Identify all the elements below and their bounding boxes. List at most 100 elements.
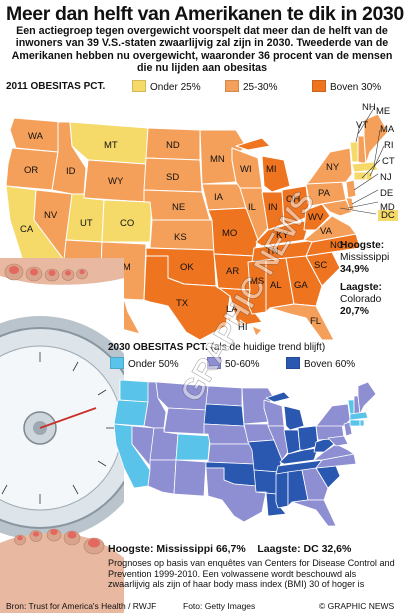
legend-2011-high: Boven 30% bbox=[312, 80, 381, 94]
label-ma: MA bbox=[380, 124, 395, 135]
label-nj: NJ bbox=[380, 172, 392, 183]
stat-2011-highest-value: 34,9% bbox=[340, 264, 369, 275]
state2-ks bbox=[207, 443, 255, 465]
nj-leader-line bbox=[353, 173, 379, 191]
label-vt: VT bbox=[356, 120, 369, 131]
legend-label: Boven 30% bbox=[330, 82, 382, 93]
label-me: ME bbox=[376, 106, 391, 117]
state2-il bbox=[267, 425, 289, 461]
label-tn: TN bbox=[266, 246, 279, 257]
label-ok: OK bbox=[180, 262, 194, 273]
label-nd: ND bbox=[166, 140, 180, 151]
label-de: DE bbox=[380, 188, 394, 199]
legend-swatch bbox=[132, 80, 146, 92]
label-va: VA bbox=[320, 226, 332, 237]
map-2011-shapes bbox=[5, 107, 389, 340]
state-il bbox=[239, 187, 269, 241]
label-ar: AR bbox=[226, 266, 240, 277]
state-md bbox=[321, 199, 353, 217]
md-leader-line bbox=[347, 201, 379, 209]
stat-2030: Hoogste: Mississippi 66,7% Laagste: DC 3… bbox=[108, 543, 351, 555]
label-in: IN bbox=[268, 202, 278, 213]
stat-2011-lowest-label: Laagste: bbox=[340, 282, 382, 293]
intro-text: Een actiegroep tegen overgewicht voorspe… bbox=[11, 25, 393, 75]
label-id: ID bbox=[66, 166, 76, 177]
label-dc: DC bbox=[378, 210, 398, 221]
label-or: OR bbox=[24, 165, 39, 176]
legend-swatch bbox=[207, 357, 221, 369]
state2-co bbox=[175, 433, 211, 461]
state-ri bbox=[365, 171, 373, 181]
label-tx: TX bbox=[176, 298, 189, 309]
label-al: AL bbox=[270, 280, 282, 291]
page-title: Meer dan helft van Amerikanen te dik in … bbox=[6, 3, 404, 25]
stat-2011-lowest-value: 20,7% bbox=[340, 306, 369, 317]
legend-label: Onder 25% bbox=[150, 82, 201, 93]
state2-oh bbox=[297, 425, 319, 451]
label-ne: NE bbox=[172, 202, 186, 213]
legend-swatch bbox=[312, 80, 326, 92]
map-2030 bbox=[113, 379, 377, 527]
map-2011: WA OR CA NV ID MT WY UT AZ CO NM ND SD N… bbox=[0, 90, 404, 340]
legend-2030-high: Boven 60% bbox=[286, 357, 355, 370]
legend-label: Onder 50% bbox=[128, 359, 179, 370]
state-mi bbox=[235, 137, 291, 193]
label-ut: UT bbox=[80, 218, 93, 229]
stat-2030-lowest-value: DC 32,6% bbox=[303, 543, 352, 555]
stat-2011-highest-label: Hoogste: bbox=[340, 240, 385, 251]
ct-leader-line bbox=[361, 159, 381, 179]
state2-mi bbox=[265, 391, 305, 431]
legend-label: 25-30% bbox=[243, 82, 278, 93]
stat-2030-highest-label: Hoogste: bbox=[108, 543, 154, 555]
label-oh: OH bbox=[286, 194, 301, 205]
state2-sd bbox=[203, 403, 245, 427]
ri-leader-line bbox=[369, 145, 385, 177]
label-ia: IA bbox=[214, 192, 223, 203]
stat-2011-highest-state: Mississippi bbox=[340, 252, 390, 263]
legend-label: Boven 60% bbox=[304, 359, 356, 370]
state2-fl bbox=[291, 499, 337, 527]
map-2030-label-bold: 2030 OBESITAS PCT. bbox=[108, 342, 208, 353]
vt-leader-line bbox=[355, 123, 361, 143]
state2-ny bbox=[315, 403, 351, 427]
label-fl: FL bbox=[310, 316, 322, 327]
label-ca: CA bbox=[20, 224, 34, 235]
label-wa: WA bbox=[28, 131, 43, 142]
state2-or bbox=[113, 399, 149, 427]
label-mo: MO bbox=[222, 228, 238, 239]
legend-2011-mid: 25-30% bbox=[225, 80, 277, 94]
state-hi bbox=[225, 315, 263, 337]
agency-credit: © GRAPHIC NEWS bbox=[319, 601, 395, 611]
label-wy: WY bbox=[108, 176, 124, 187]
stat-2011-highest: Hoogste: Mississippi 34,9% bbox=[340, 240, 389, 276]
label-la: LA bbox=[226, 304, 238, 315]
label-il: IL bbox=[248, 202, 256, 213]
state-ms bbox=[247, 259, 267, 315]
state2-md bbox=[327, 435, 349, 447]
state-tx bbox=[143, 255, 231, 340]
label-ri: RI bbox=[384, 140, 394, 151]
stat-2011-lowest: Laagste: Colorado 20,7% bbox=[340, 282, 382, 318]
legend-2030-low: Onder 50% bbox=[110, 357, 179, 370]
label-wi: WI bbox=[240, 164, 252, 175]
source-credit: Bron: Trust for America's Health / RWJF bbox=[6, 601, 157, 611]
state-me bbox=[363, 113, 389, 165]
state2-wa bbox=[119, 379, 151, 403]
state-wv bbox=[303, 203, 331, 231]
ma-leader-line bbox=[373, 129, 381, 167]
label-nc: NC bbox=[330, 240, 344, 251]
legend-2011-low: Onder 25% bbox=[132, 80, 201, 94]
state2-wy bbox=[163, 407, 207, 435]
stat-2011-lowest-state: Colorado bbox=[340, 294, 382, 305]
label-nh: NH bbox=[362, 102, 376, 113]
state2-mt bbox=[155, 381, 209, 411]
label-ms: MS bbox=[250, 276, 265, 287]
label-ny: NY bbox=[326, 162, 340, 173]
stat-2030-lowest-label: Laagste: bbox=[257, 543, 301, 555]
label-ct: CT bbox=[382, 156, 395, 167]
state2-ne bbox=[203, 423, 251, 445]
state2-ms bbox=[275, 471, 289, 509]
state2-ga bbox=[301, 467, 329, 501]
state-ma bbox=[351, 161, 379, 173]
state2-ri bbox=[359, 419, 365, 427]
